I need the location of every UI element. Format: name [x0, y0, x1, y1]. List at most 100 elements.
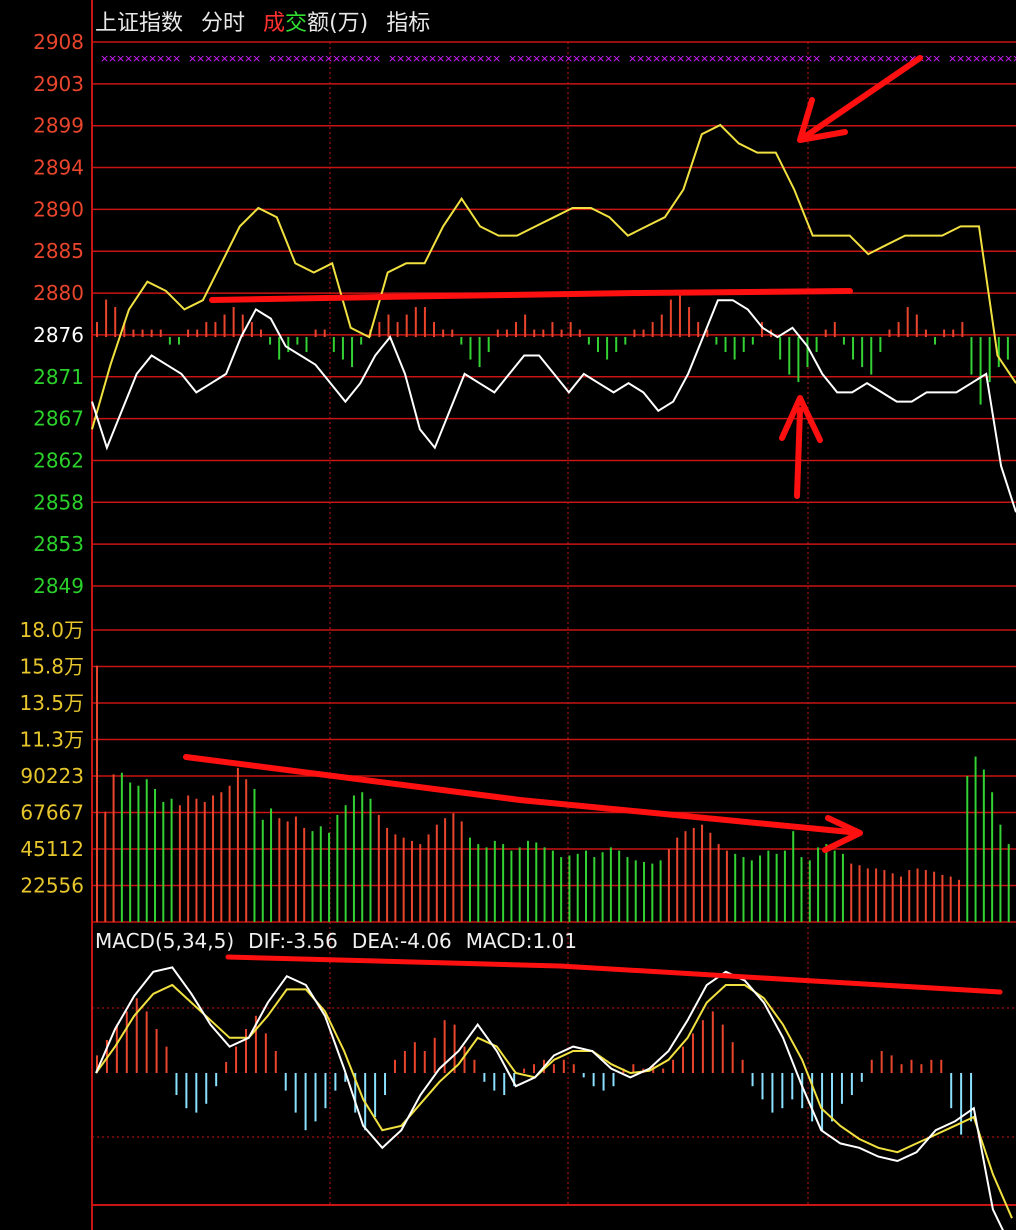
macd-histogram-bar — [682, 1046, 685, 1073]
price-tick-label: 2908 — [33, 30, 84, 54]
price-panel-bar — [405, 314, 408, 338]
macd-histogram-bar — [562, 1059, 565, 1073]
magenta-marker: × — [764, 52, 773, 65]
price-tick-label: 2880 — [33, 281, 84, 305]
turnover-bar — [593, 857, 596, 922]
magenta-marker: × — [676, 52, 685, 65]
macd-histogram-bar — [662, 1068, 665, 1073]
index-name[interactable]: 上证指数 — [95, 11, 184, 36]
magenta-marker: × — [844, 52, 853, 65]
price-panel-bar — [688, 307, 691, 338]
volume-tick-label: 90223 — [20, 764, 84, 788]
magenta-marker: × — [996, 52, 1005, 65]
annotation-arrow-top — [797, 55, 923, 143]
magenta-marker: × — [460, 52, 469, 65]
turnover-bar — [750, 860, 753, 922]
price-panel-bar — [606, 337, 609, 360]
price-panel-bar — [961, 322, 964, 338]
magenta-marker: × — [284, 52, 293, 65]
turnover-bar — [916, 868, 919, 922]
turnover-bar — [96, 665, 98, 922]
macd-histogram-bar — [523, 1068, 526, 1073]
turnover-bar — [344, 805, 347, 922]
price-panel-bar — [870, 337, 873, 375]
magenta-marker: × — [164, 52, 173, 65]
macd-histogram-bar — [970, 1073, 973, 1122]
price-panel-bar — [469, 337, 472, 360]
macd-histogram-bar — [195, 1073, 198, 1113]
turnover-bar — [883, 870, 886, 922]
turnover-bar — [667, 849, 670, 922]
magenta-marker: × — [316, 52, 325, 65]
turnover-bar — [742, 857, 745, 922]
magenta-marker: × — [852, 52, 861, 65]
turnover-bar — [162, 801, 165, 922]
turnover-bar — [651, 863, 654, 922]
turnover-bar — [278, 818, 281, 922]
turnover-bar — [734, 853, 737, 922]
turnover-bar — [535, 842, 538, 922]
turnover-bar — [634, 860, 637, 922]
macd-histogram-bar — [592, 1073, 595, 1087]
turnover-bar — [1007, 844, 1010, 922]
macd-histogram-bar — [334, 1073, 337, 1091]
turnover-bar — [759, 855, 762, 922]
tab-indicator[interactable]: 指标 — [386, 11, 431, 36]
price-panel-bar — [478, 337, 481, 368]
magenta-marker: × — [812, 52, 821, 65]
turnover-bar — [369, 798, 372, 922]
turnover-bar — [866, 868, 869, 922]
turnover-bar — [303, 827, 306, 922]
price-panel-bar — [250, 322, 253, 338]
price-panel-bar — [806, 337, 809, 368]
price-panel-bar — [396, 322, 399, 338]
macd-histogram-bar — [602, 1073, 605, 1091]
macd-histogram-bar — [463, 1046, 466, 1073]
macd-histogram-bar — [433, 1037, 436, 1073]
price-tick-label: 2899 — [33, 114, 84, 138]
price-panel-bar — [833, 322, 836, 338]
magenta-marker: × — [652, 52, 661, 65]
magenta-marker: × — [772, 52, 781, 65]
price-panel-bar — [515, 322, 518, 338]
macd-histogram-bar — [533, 1064, 536, 1073]
tab-volume[interactable]: 成交额(万) — [263, 5, 368, 37]
price-tick-label: 2867 — [33, 407, 84, 431]
price-panel-bar — [915, 314, 918, 338]
magenta-marker: × — [108, 52, 117, 65]
macd-histogram-bar — [890, 1055, 893, 1073]
volume-tick-label: 18.0万 — [19, 618, 84, 642]
price-panel-bar — [214, 322, 217, 338]
magenta-marker: × — [868, 52, 877, 65]
volume-tick-label: 45112 — [20, 837, 84, 861]
turnover-bar — [601, 852, 604, 922]
magenta-marker: × — [252, 52, 261, 65]
magenta-marker: × — [364, 52, 373, 65]
price-panel-bar — [660, 314, 663, 338]
volume-tick-label: 11.3万 — [19, 728, 84, 752]
macd-histogram-bar — [304, 1073, 307, 1131]
macd-histogram-bar — [443, 1020, 446, 1073]
price-panel-bar — [924, 329, 927, 338]
price-panel-bar — [542, 329, 545, 338]
price-panel-bar — [897, 322, 900, 338]
turnover-bar — [908, 870, 911, 922]
macd-histogram-bar — [582, 1073, 585, 1078]
magenta-marker: × — [692, 52, 701, 65]
price-panel-bar — [168, 337, 171, 345]
price-panel-bar — [314, 329, 317, 338]
magenta-marker: × — [596, 52, 605, 65]
price-panel-bar — [433, 322, 436, 338]
price-panel-bar — [943, 329, 946, 338]
turnover-bar — [236, 767, 239, 922]
tab-intraday[interactable]: 分时 — [201, 11, 246, 36]
macd-histogram-bar — [483, 1073, 486, 1082]
macd-histogram-bar — [165, 1046, 168, 1073]
magenta-marker: × — [420, 52, 429, 65]
macd-histogram-bar — [294, 1073, 297, 1113]
turnover-bar — [212, 795, 215, 922]
turnover-bar — [427, 834, 430, 922]
macd-histogram-bar — [393, 1059, 396, 1073]
macd-value: MACD:1.01 — [465, 929, 578, 953]
